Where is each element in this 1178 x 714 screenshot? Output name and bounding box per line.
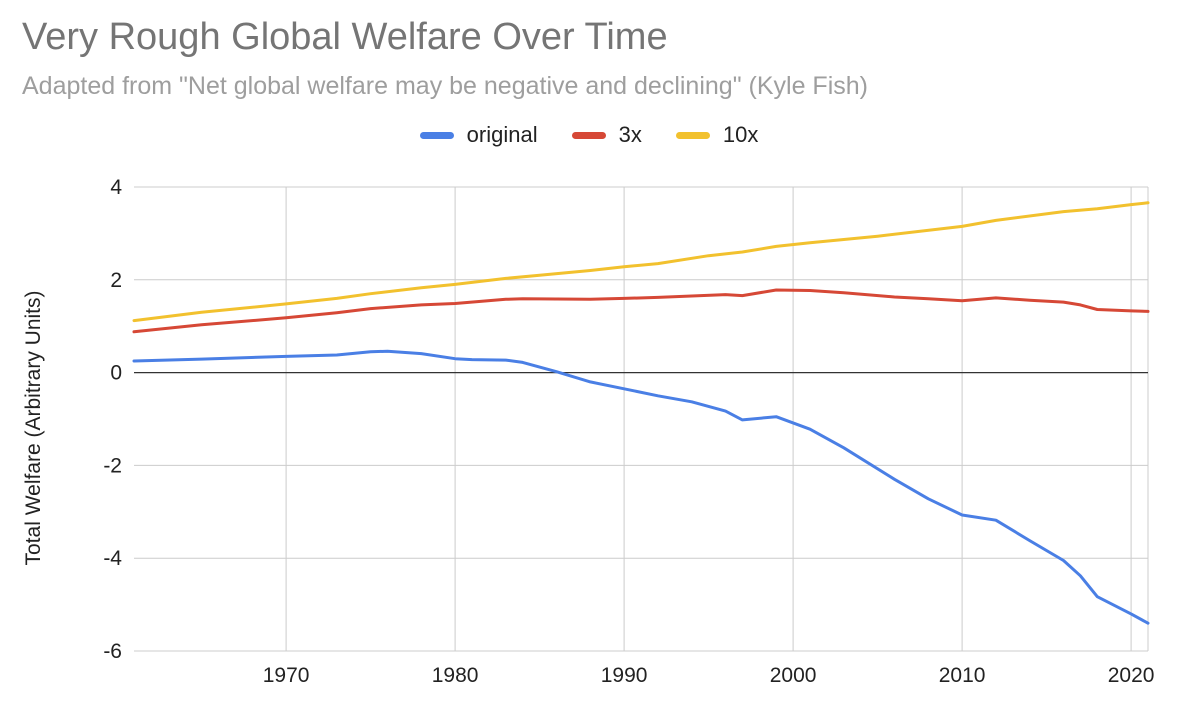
- y-tick-label: -2: [103, 454, 122, 477]
- series-lines: [132, 201, 1150, 625]
- chart-subtitle: Adapted from "Net global welfare may be …: [22, 72, 868, 100]
- legend-item-10x[interactable]: 10x: [675, 122, 759, 148]
- legend-swatch-3x: [571, 131, 606, 139]
- x-tick-label: 1970: [263, 664, 310, 687]
- series-line-original[interactable]: [132, 349, 1150, 625]
- y-tick-label: -6: [103, 640, 122, 663]
- legend-item-original[interactable]: original: [419, 122, 538, 148]
- x-tick-label: 2010: [939, 664, 986, 687]
- x-tick-label: 2000: [770, 664, 817, 687]
- x-tick-label: 2020: [1108, 664, 1155, 687]
- x-tick-label: 1980: [432, 664, 479, 687]
- x-tick-label: 1990: [601, 664, 648, 687]
- grid: [134, 186, 1149, 652]
- legend-item-3x[interactable]: 3x: [571, 122, 642, 148]
- legend-label-10x: 10x: [722, 122, 759, 147]
- axes: 4 2 0 -2 -4 -6 1970 1980 1990 2000 2010 2020: [103, 176, 1154, 687]
- y-tick-label: -4: [103, 547, 122, 570]
- legend: original 3x 10x: [0, 122, 1178, 148]
- series-line-3x[interactable]: [132, 288, 1150, 334]
- legend-swatch-original: [419, 131, 454, 139]
- legend-label-3x: 3x: [618, 122, 642, 147]
- y-tick-label: 0: [110, 362, 122, 385]
- chart-title: Very Rough Global Welfare Over Time: [22, 16, 668, 58]
- legend-label-original: original: [466, 122, 538, 147]
- series-line-10x[interactable]: [132, 201, 1150, 323]
- y-tick-label: 4: [110, 176, 122, 199]
- y-tick-label: 2: [110, 269, 122, 292]
- y-axis-label: Total Welfare (Arbitrary Units): [22, 290, 45, 565]
- legend-swatch-10x: [675, 131, 710, 139]
